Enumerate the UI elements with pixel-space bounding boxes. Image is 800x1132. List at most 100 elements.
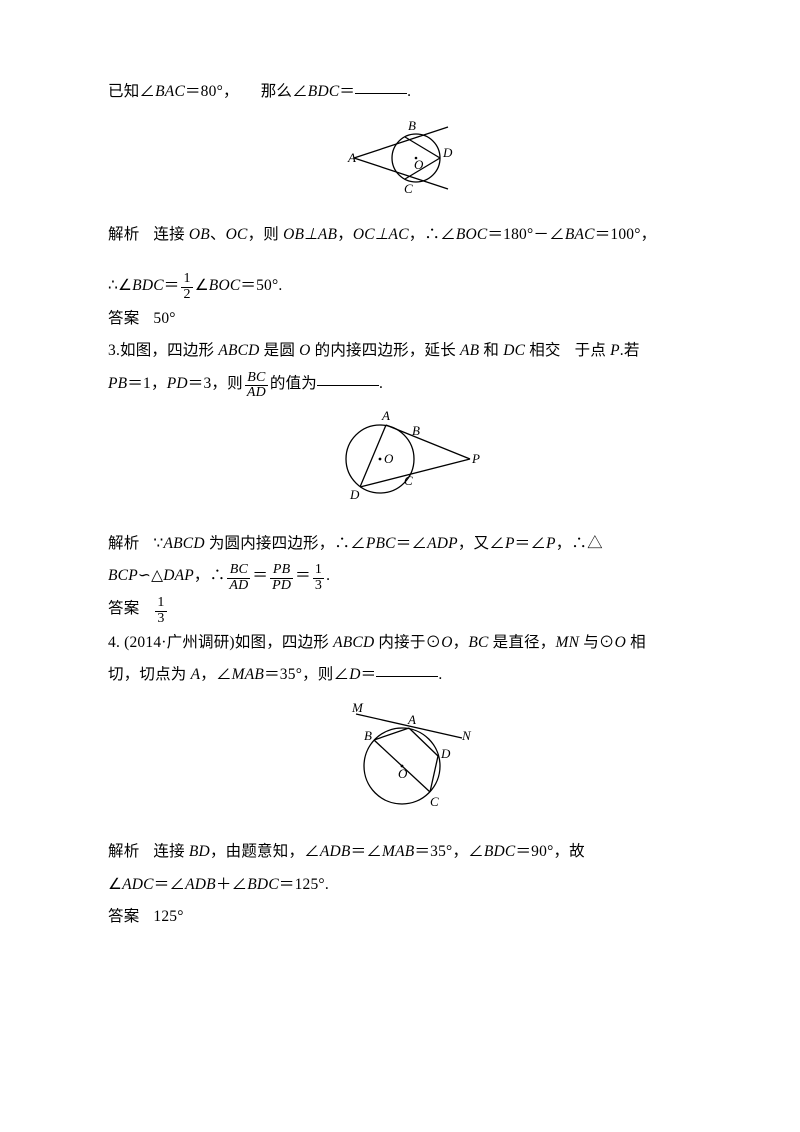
n: BC bbox=[245, 371, 268, 386]
page: 已知∠BAC＝80°，那么∠BDC＝. A B C D O 解析连接 OB、OC… bbox=[0, 0, 800, 974]
t: PD bbox=[167, 375, 188, 392]
q2-cont-line: 已知∠BAC＝80°，那么∠BDC＝. bbox=[108, 76, 700, 109]
t: ＝35°，∠ bbox=[414, 843, 483, 860]
f: PBPD bbox=[270, 563, 293, 593]
val: 125° bbox=[153, 908, 183, 925]
t: ，则 bbox=[248, 226, 283, 243]
t: MAB bbox=[232, 666, 264, 683]
fig4-N: N bbox=[461, 728, 472, 743]
fig3: A B C D O P bbox=[108, 405, 700, 522]
d: 3 bbox=[155, 611, 166, 627]
t: BAC bbox=[565, 226, 595, 243]
n: 1 bbox=[313, 563, 324, 578]
lbl: 解析 bbox=[108, 535, 139, 552]
q2-expl-label: 解析 bbox=[108, 226, 139, 243]
lbl: 答案 bbox=[108, 908, 139, 925]
fig4-M: M bbox=[351, 700, 364, 715]
fig2: A B C D O bbox=[108, 113, 700, 214]
t: ADB bbox=[185, 876, 216, 893]
t: . bbox=[379, 375, 383, 392]
t: ADP bbox=[427, 535, 458, 552]
q4-answer: 答案 125° bbox=[108, 901, 700, 934]
n: BC bbox=[227, 563, 250, 578]
q2-bac: BAC bbox=[155, 83, 185, 100]
t: DAP bbox=[163, 567, 194, 584]
ans-val: 50° bbox=[153, 310, 175, 327]
t: ADC bbox=[122, 876, 154, 893]
t: 是圆 bbox=[260, 342, 300, 359]
lbl: 答案 bbox=[108, 600, 139, 617]
ans-label: 答案 bbox=[108, 310, 139, 327]
fig2-D: D bbox=[442, 145, 453, 160]
t: AB bbox=[460, 342, 479, 359]
t: 切，切点为 bbox=[108, 666, 191, 683]
d: AD bbox=[245, 385, 268, 401]
t: ∠ bbox=[195, 277, 209, 294]
t: 为圆内接四边形，∴∠ bbox=[205, 535, 366, 552]
t: ＝90°，故 bbox=[515, 843, 584, 860]
t: 的内接四边形，延长 bbox=[311, 342, 460, 359]
t: ＝ bbox=[361, 666, 377, 683]
q2-expl-line2: ∴∠BDC＝12∠BOC＝50°. bbox=[108, 270, 700, 303]
q2-text1: 已知∠ bbox=[108, 83, 155, 100]
t: ＝ bbox=[295, 567, 311, 584]
t: BDC bbox=[132, 277, 164, 294]
q2-bdc: BDC bbox=[308, 83, 340, 100]
n: PB bbox=[270, 563, 293, 578]
t: ，∴∠ bbox=[409, 226, 456, 243]
d: 3 bbox=[313, 578, 324, 594]
q4-line2: 切，切点为 A，∠MAB＝35°，则∠D＝. bbox=[108, 659, 700, 692]
q3-line2: PB＝1，PD＝3，则BCAD的值为. bbox=[108, 368, 700, 401]
lbl: 解析 bbox=[108, 843, 139, 860]
q2-expl-line1: 解析连接 OB、OC，则 OB⊥AB，OC⊥AC，∴∠BOC＝180°－∠BAC… bbox=[108, 219, 700, 252]
oc: OC bbox=[226, 226, 248, 243]
fig4: M N A B D C O bbox=[108, 696, 700, 831]
frac-half: 12 bbox=[181, 272, 192, 302]
t: ＝1， bbox=[127, 375, 166, 392]
t: P bbox=[546, 535, 556, 552]
q2-text4: ＝ bbox=[339, 83, 355, 100]
t: ＝180°－∠ bbox=[487, 226, 564, 243]
t: ，又∠ bbox=[458, 535, 505, 552]
fig3-P: P bbox=[471, 451, 480, 466]
t: P bbox=[610, 342, 620, 359]
ans-frac: 13 bbox=[155, 596, 166, 626]
t: 相 bbox=[626, 634, 646, 651]
fig4-O: O bbox=[398, 766, 408, 781]
frac-bc-ad: BCAD bbox=[245, 371, 268, 401]
q4-num: 4. bbox=[108, 634, 120, 651]
t: O bbox=[299, 342, 310, 359]
t: ABCD bbox=[218, 342, 259, 359]
t: ＝ bbox=[164, 277, 180, 294]
t: MAB bbox=[382, 843, 414, 860]
t: ∠ bbox=[108, 876, 122, 893]
q3-answer: 答案 13 bbox=[108, 593, 700, 626]
t: OC⊥AC bbox=[353, 226, 409, 243]
t: 是直径， bbox=[489, 634, 556, 651]
t: ，∠ bbox=[200, 666, 231, 683]
t: ＝ bbox=[252, 567, 268, 584]
t: ＝3，则 bbox=[188, 375, 243, 392]
q3-expl-line1: 解析∵ABCD 为圆内接四边形，∴∠PBC＝∠ADP，又∠P＝∠P，∴△ bbox=[108, 528, 700, 561]
t: 内接于⊙ bbox=[374, 634, 441, 651]
n: 1 bbox=[181, 272, 192, 287]
t: 连接 bbox=[153, 843, 188, 860]
t: 于点 bbox=[575, 342, 610, 359]
t: BDC bbox=[484, 843, 516, 860]
q3-num: 3. bbox=[108, 342, 120, 359]
q2-period: . bbox=[407, 83, 411, 100]
fig3-B: B bbox=[412, 423, 420, 438]
q2-text2: ＝80°， bbox=[185, 83, 239, 100]
t: . bbox=[326, 567, 330, 584]
d: PD bbox=[270, 578, 293, 594]
q4-expl-line2: ∠ADC＝∠ADB＋∠BDC＝125°. bbox=[108, 869, 700, 902]
t: ＋∠ bbox=[216, 876, 247, 893]
t: ，∴△ bbox=[556, 535, 603, 552]
t: ABCD bbox=[333, 634, 374, 651]
t: ， bbox=[453, 634, 469, 651]
t: ＝∠ bbox=[351, 843, 382, 860]
q2-blank bbox=[355, 79, 407, 94]
t: . bbox=[438, 666, 442, 683]
t: ＝35°，则∠ bbox=[264, 666, 349, 683]
t: O bbox=[615, 634, 626, 651]
